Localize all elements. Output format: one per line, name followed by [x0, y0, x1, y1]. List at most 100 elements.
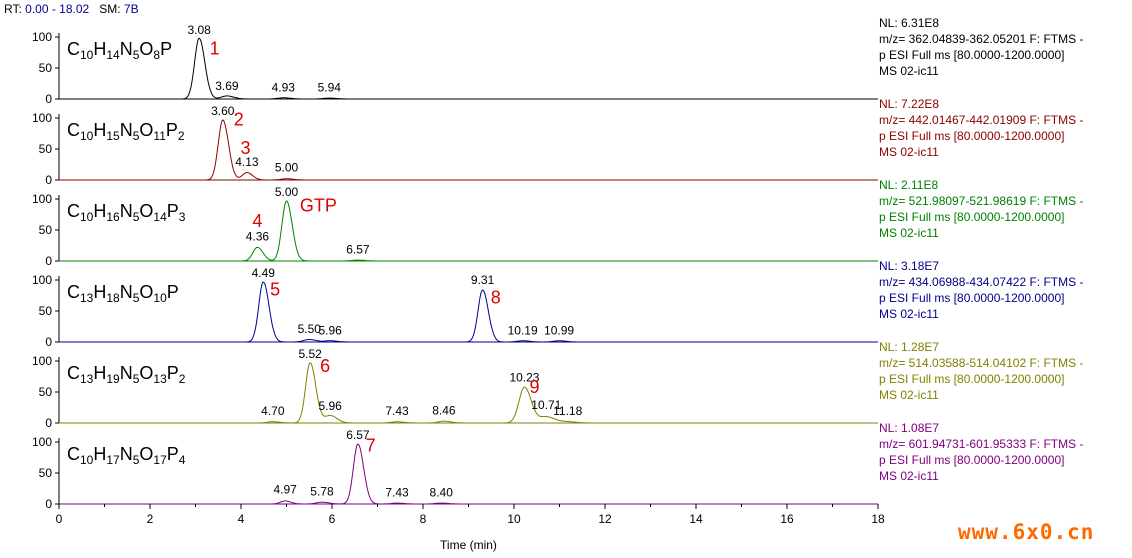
rt-label: 5.50 — [298, 322, 322, 336]
rt-label: 3.08 — [187, 23, 211, 37]
x-tick-label: 10 — [507, 512, 521, 526]
meta-file: MS 02-ic11 — [879, 307, 939, 321]
meta-mz: m/z= 601.94731-601.95333 F: FTMS - — [879, 437, 1084, 451]
peak-id-label: 9 — [529, 377, 539, 397]
rt-label: 3.60 — [211, 104, 235, 118]
formula-label: C13​H19​N5​O13​P2​ — [67, 363, 186, 386]
meta-mz: m/z= 434.06988-434.07422 F: FTMS - — [879, 275, 1084, 289]
x-tick-label: 2 — [147, 512, 154, 526]
formula-label: C10​H17​N5​O17​P4​ — [67, 444, 186, 467]
rt-label: 7.43 — [385, 404, 409, 418]
rt-label: 11.18 — [553, 404, 582, 418]
formula-label: C10​H14​N5​O8​P — [67, 39, 172, 62]
peak-id-label: 7 — [366, 435, 376, 455]
rt-range: 0.00 - 18.02 — [25, 2, 90, 16]
rt-label: 5.96 — [319, 399, 343, 413]
meta-scan: p ESI Full ms [80.0000-1200.0000] — [879, 372, 1065, 386]
trace-metadata: NL: 6.31E8 m/z= 362.04839-362.05201 F: FT… — [879, 15, 1083, 79]
x-tick-label: 18 — [871, 512, 885, 526]
meta-nl: NL: 1.08E7 — [879, 421, 940, 435]
y-tick-label: 50 — [39, 223, 53, 237]
y-tick-label: 100 — [32, 273, 52, 287]
y-tick-label: 0 — [45, 254, 52, 268]
sm-label: SM: — [99, 2, 121, 16]
rt-label: 5.52 — [298, 347, 322, 361]
trace-metadata: NL: 7.22E8 m/z= 442.01467-442.01909 F: FT… — [879, 96, 1083, 160]
rt-label: 4.97 — [273, 483, 297, 497]
x-tick-label: 8 — [420, 512, 427, 526]
rt-label: 10.23 — [509, 371, 539, 385]
trace-metadata: NL: 1.08E7 m/z= 601.94731-601.95333 F: FT… — [879, 420, 1083, 484]
peak-id-label: 5 — [270, 280, 280, 300]
rt-label: 10.19 — [508, 324, 538, 338]
x-tick-label: 14 — [689, 512, 703, 526]
y-tick-label: 100 — [32, 354, 52, 368]
y-tick-label: 100 — [32, 192, 52, 206]
chromatogram-trace — [59, 37, 878, 100]
peak-id-label: 1 — [210, 38, 220, 58]
rt-label: 4.70 — [261, 404, 285, 418]
y-tick-label: 0 — [45, 335, 52, 349]
meta-scan: p ESI Full ms [80.0000-1200.0000] — [879, 453, 1065, 467]
rt-label: 5.96 — [319, 324, 343, 338]
rt-label: 6.57 — [346, 243, 370, 257]
peak-id-label: 6 — [320, 356, 330, 376]
formula-label: C10​H16​N5​O14​P3​ — [67, 201, 186, 224]
rt-label: 8.46 — [432, 403, 456, 417]
y-tick-label: 50 — [39, 385, 53, 399]
chromatogram-trace — [59, 281, 878, 343]
meta-file: MS 02-ic11 — [879, 64, 939, 78]
meta-file: MS 02-ic11 — [879, 226, 939, 240]
meta-nl: NL: 7.22E8 — [879, 97, 940, 111]
watermark: www.6x0.cn — [958, 520, 1095, 544]
rt-label: 8.40 — [430, 486, 454, 500]
chart-header: RT: 0.00 - 18.02 SM: 7B — [4, 2, 139, 16]
rt-label: 10.71 — [531, 398, 561, 412]
meta-mz: m/z= 442.01467-442.01909 F: FTMS - — [879, 113, 1084, 127]
rt-label: 6.57 — [346, 428, 370, 442]
rt-label: 5.78 — [310, 484, 334, 498]
rt-label: 5.94 — [318, 81, 342, 95]
rt-label: 4.49 — [252, 266, 276, 280]
meta-nl: NL: 1.28E7 — [879, 340, 940, 354]
rt-label: 10.99 — [544, 324, 574, 338]
x-tick-label: 6 — [329, 512, 336, 526]
meta-mz: m/z= 521.98097-521.98619 F: FTMS - — [879, 194, 1084, 208]
x-tick-label: 0 — [56, 512, 63, 526]
rt-label: 4.13 — [235, 155, 259, 169]
y-tick-label: 100 — [32, 435, 52, 449]
y-tick-label: 0 — [45, 173, 52, 187]
rt-label: 9.31 — [471, 273, 495, 287]
peak-id-label: 8 — [491, 288, 501, 308]
y-tick-label: 100 — [32, 30, 52, 44]
y-tick-label: 50 — [39, 304, 53, 318]
trace-metadata: NL: 3.18E7 m/z= 434.06988-434.07422 F: FT… — [879, 258, 1083, 322]
y-tick-label: 0 — [45, 497, 52, 511]
meta-mz: m/z= 514.03588-514.04102 F: FTMS - — [879, 356, 1084, 370]
x-tick-label: 16 — [780, 512, 794, 526]
meta-file: MS 02-ic11 — [879, 469, 939, 483]
y-tick-label: 0 — [45, 416, 52, 430]
rt-label: 5.00 — [275, 185, 299, 199]
peak-id-label: 2 — [234, 109, 244, 129]
rt-label: 4.36 — [246, 230, 270, 244]
meta-mz: m/z= 362.04839-362.05201 F: FTMS - — [879, 32, 1084, 46]
peak-id-label: 4 — [252, 211, 262, 231]
meta-scan: p ESI Full ms [80.0000-1200.0000] — [879, 291, 1065, 305]
meta-file: MS 02-ic11 — [879, 388, 939, 402]
y-tick-label: 50 — [39, 142, 53, 156]
rt-label: 5.00 — [275, 160, 299, 174]
peak-id-label: 3 — [241, 138, 251, 158]
meta-scan: p ESI Full ms [80.0000-1200.0000] — [879, 210, 1065, 224]
y-tick-label: 50 — [39, 466, 53, 480]
y-tick-label: 0 — [45, 92, 52, 106]
meta-nl: NL: 2.11E8 — [879, 178, 939, 192]
formula-label: C13​H18​N5​O10​P — [67, 282, 179, 305]
trace-metadata: NL: 1.28E7 m/z= 514.03588-514.04102 F: FT… — [879, 339, 1083, 403]
y-tick-label: 100 — [32, 111, 52, 125]
rt-label: RT: — [4, 2, 22, 16]
rt-label: 7.43 — [385, 486, 409, 500]
rt-label: 4.93 — [272, 81, 296, 95]
x-axis-label: Time (min) — [440, 538, 497, 552]
